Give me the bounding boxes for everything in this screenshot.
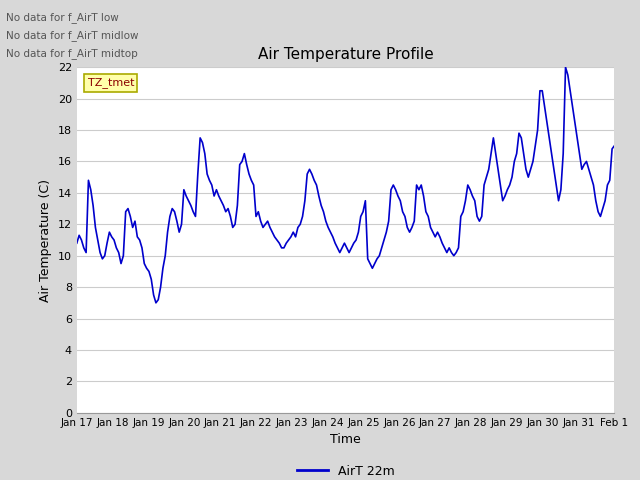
Title: Air Temperature Profile: Air Temperature Profile bbox=[258, 47, 433, 62]
Text: No data for f_AirT low: No data for f_AirT low bbox=[6, 12, 119, 23]
Legend: AirT 22m: AirT 22m bbox=[292, 459, 399, 480]
Y-axis label: Air Temperature (C): Air Temperature (C) bbox=[39, 179, 52, 301]
X-axis label: Time: Time bbox=[330, 433, 361, 446]
Text: No data for f_AirT midtop: No data for f_AirT midtop bbox=[6, 48, 138, 60]
Text: No data for f_AirT midlow: No data for f_AirT midlow bbox=[6, 30, 139, 41]
Text: TZ_tmet: TZ_tmet bbox=[88, 78, 134, 88]
